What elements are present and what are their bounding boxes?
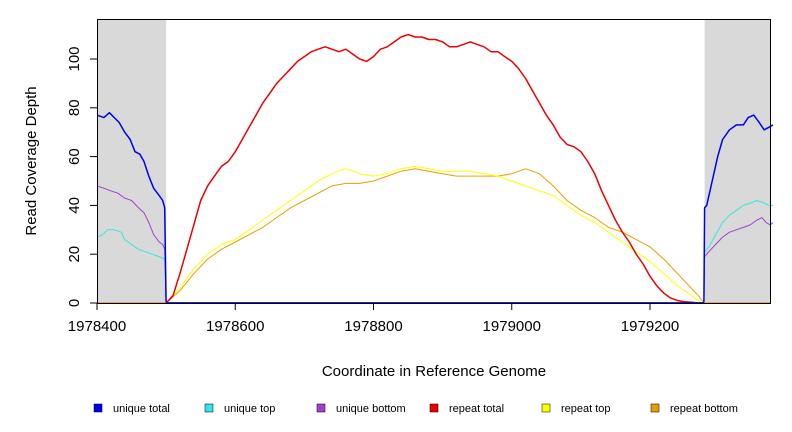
series-line-unique-bottom — [96, 185, 774, 304]
series-line-repeat-total — [165, 33, 704, 304]
legend-label-repeat-bottom: repeat bottom — [670, 403, 738, 415]
y-tick-label-80: 80 — [66, 99, 83, 116]
series-line-unique-top — [96, 200, 773, 304]
shaded-region-2 — [704, 19, 770, 303]
legend-label-repeat-total: repeat total — [449, 403, 504, 415]
y-tick-label-60: 60 — [66, 148, 83, 165]
legend-swatch-unique-bottom — [316, 403, 326, 413]
legend-swatch-repeat-bottom — [650, 403, 660, 413]
legend-label-repeat-top: repeat top — [561, 403, 611, 415]
series-lines — [96, 33, 774, 304]
x-axis-title: Coordinate in Reference Genome — [322, 363, 546, 380]
x-tick-label-1979200: 1979200 — [621, 318, 679, 335]
legend-swatch-repeat-top — [541, 403, 551, 413]
y-axis-title: Read Coverage Depth — [23, 86, 40, 235]
legend-swatch-unique-top — [204, 403, 214, 413]
x-tick-label-1979000: 1979000 — [483, 318, 541, 335]
legend-swatch-repeat-total — [429, 403, 439, 413]
x-tick-label-1978800: 1978800 — [344, 318, 402, 335]
legend-swatch-unique-total — [93, 403, 103, 413]
y-axis: 0 20 40 60 80 100 — [66, 19, 98, 307]
shaded-region-1 — [97, 19, 167, 303]
shaded-regions — [97, 19, 770, 303]
y-tick-label-100: 100 — [66, 46, 83, 71]
series-line-repeat-top — [165, 165, 703, 304]
x-axis: 1978400 1978600 1978800 1979000 1979200 — [68, 303, 679, 335]
legend-label-unique-bottom: unique bottom — [336, 403, 406, 415]
legend-label-unique-total: unique total — [113, 403, 170, 415]
series-line-repeat-bottom — [165, 168, 705, 304]
x-tick-label-1978400: 1978400 — [68, 318, 126, 335]
y-tick-label-40: 40 — [66, 197, 83, 214]
plot-frame — [97, 19, 771, 304]
x-tick-label-1978600: 1978600 — [206, 318, 264, 335]
legend-label-unique-top: unique top — [224, 403, 275, 415]
y-tick-label-0: 0 — [66, 299, 83, 307]
legend: unique total unique top unique bottom repea… — [93, 403, 738, 415]
y-tick-label-20: 20 — [66, 246, 83, 263]
